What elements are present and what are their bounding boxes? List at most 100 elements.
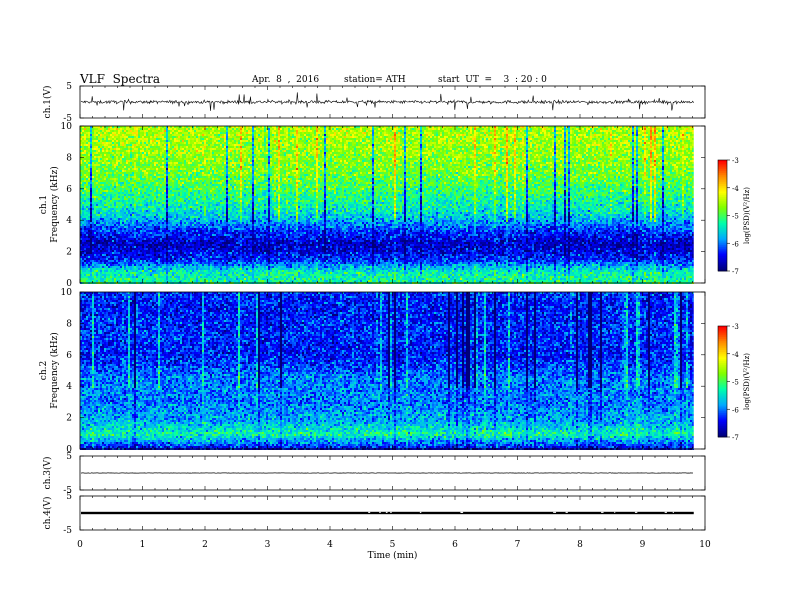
spectrogram-cell xyxy=(104,214,106,216)
spectrogram-cell xyxy=(172,144,174,146)
spectrogram-cell xyxy=(124,240,126,242)
spectrogram-cell xyxy=(116,190,118,192)
spectrogram-cell xyxy=(116,154,118,156)
spectrogram-cell xyxy=(176,156,178,158)
spectrogram-cell xyxy=(144,196,146,198)
spectrogram-cell xyxy=(92,250,94,252)
spectrogram-cell xyxy=(150,138,152,140)
spectrogram-cell xyxy=(100,168,102,170)
spectrogram-cell xyxy=(98,162,100,164)
spectrogram-cell xyxy=(82,138,84,140)
spectrogram-cell xyxy=(82,244,84,246)
spectrogram-cell xyxy=(140,224,142,226)
spectrogram-cell xyxy=(90,266,92,268)
spectrogram-cell xyxy=(176,260,178,262)
spectrogram-cell xyxy=(166,156,168,158)
spectrogram-cell xyxy=(170,130,172,132)
spectrogram-cell xyxy=(150,276,152,278)
spectrogram-cell xyxy=(156,236,158,238)
spectrogram-cell xyxy=(140,204,142,206)
spectrogram-cell xyxy=(130,156,132,158)
spectrogram-cell xyxy=(90,238,92,240)
spectrogram-cell xyxy=(172,274,174,276)
spectrogram-cell xyxy=(164,224,166,226)
spectrogram-cell xyxy=(158,264,160,266)
spectrogram-cell xyxy=(156,260,158,262)
spectrogram-cell xyxy=(166,218,168,220)
spectrogram-cell xyxy=(104,208,106,210)
spectrogram-cell xyxy=(82,170,84,172)
spectrogram-cell xyxy=(178,190,180,192)
spectrogram-cell xyxy=(98,158,100,160)
spectrogram-cell xyxy=(154,176,156,178)
spectrogram-cell xyxy=(124,158,126,160)
spectrogram-cell xyxy=(118,212,120,214)
spectrogram-cell xyxy=(126,270,128,272)
spectrogram-cell xyxy=(142,256,144,258)
spectrogram-cell xyxy=(154,222,156,224)
spectrogram-cell xyxy=(136,168,138,170)
spectrogram-cell xyxy=(144,204,146,206)
spectrogram-cell xyxy=(172,154,174,156)
spectrogram-cell xyxy=(136,166,138,168)
spectrogram-cell xyxy=(98,204,100,206)
spectrogram-cell xyxy=(86,268,88,270)
spectrogram-cell xyxy=(160,222,162,224)
spectrogram-cell xyxy=(118,150,120,152)
spectrogram-cell xyxy=(172,218,174,220)
spectrogram-cell xyxy=(172,156,174,158)
spectrogram-cell xyxy=(86,174,88,176)
spectrogram-cell xyxy=(126,156,128,158)
spectrogram-cell xyxy=(156,130,158,132)
spectrogram-cell xyxy=(116,234,118,236)
spectrogram-cell xyxy=(150,158,152,160)
spectrogram-cell xyxy=(136,164,138,166)
spectrogram-cell xyxy=(116,244,118,246)
spectrogram-cell xyxy=(114,256,116,258)
spectrogram-cell xyxy=(170,152,172,154)
spectrogram-cell xyxy=(138,154,140,156)
spectrogram-cell xyxy=(162,278,164,280)
spectrogram-cell xyxy=(166,246,168,248)
spectrogram-cell xyxy=(134,264,136,266)
spectrogram-cell xyxy=(102,196,104,198)
spectrogram-cell xyxy=(166,202,168,204)
spectrogram-cell xyxy=(128,162,130,164)
spectrogram-cell xyxy=(110,150,112,152)
spectrogram-cell xyxy=(116,184,118,186)
spectrogram-cell xyxy=(96,250,98,252)
spectrogram-cell xyxy=(120,196,122,198)
spectrogram-cell xyxy=(130,236,132,238)
spectrogram-cell xyxy=(140,226,142,228)
spectrogram-cell xyxy=(96,238,98,240)
spectrogram-cell xyxy=(106,246,108,248)
spectrogram-cell xyxy=(154,206,156,208)
spectrogram-cell xyxy=(166,184,168,186)
spectrogram-cell xyxy=(164,266,166,268)
spectrogram-cell xyxy=(108,220,110,222)
spectrogram-cell xyxy=(132,144,134,146)
spectrogram-cell xyxy=(110,148,112,150)
spectrogram-cell xyxy=(110,192,112,194)
spectrogram-cell xyxy=(98,214,100,216)
panel-ch1-waveform: 5-5ch.1(V) xyxy=(42,82,705,124)
spectrogram-cell xyxy=(142,150,144,152)
spectrogram-cell xyxy=(140,234,142,236)
spectrogram-cell xyxy=(120,280,122,282)
spectrogram-cell xyxy=(110,268,112,270)
spectrogram-cell xyxy=(146,186,148,188)
spectrogram-cell xyxy=(102,148,104,150)
spectrogram-cell xyxy=(156,204,158,206)
spectrogram-cell xyxy=(96,230,98,232)
spectrogram-cell xyxy=(168,212,170,214)
spectrogram-cell xyxy=(164,196,166,198)
spectrogram-cell xyxy=(112,138,114,140)
spectrogram-cell xyxy=(152,266,154,268)
spectrogram-cell xyxy=(168,202,170,204)
spectrogram-cell xyxy=(142,262,144,264)
spectrogram-cell xyxy=(108,226,110,228)
spectrogram-cell xyxy=(122,216,124,218)
spectrogram-cell xyxy=(176,164,178,166)
spectrogram-cell xyxy=(138,174,140,176)
spectrogram-cell xyxy=(168,226,170,228)
